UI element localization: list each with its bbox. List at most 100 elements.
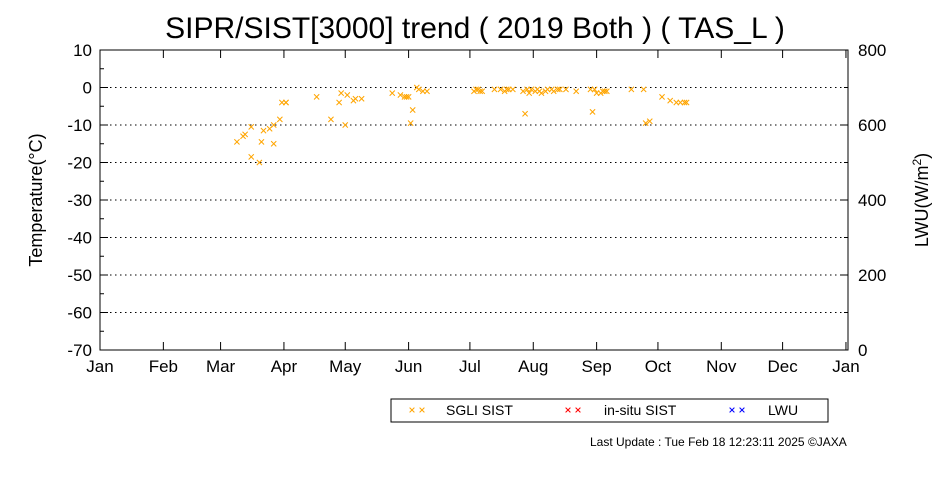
y-tick-label: -30 [67,191,92,210]
point-stroke [344,92,351,98]
point-stroke [681,99,688,106]
data-point [409,107,416,113]
legend-marker [565,407,571,413]
data-point [573,88,580,95]
point-stroke [327,116,334,123]
point-stroke [276,116,283,123]
point-stroke [415,86,422,93]
y-tick-label: -70 [67,341,92,360]
point-stroke [526,90,533,97]
data-point [248,153,255,160]
point-stroke [683,99,690,106]
x-tick-label: Sep [581,357,611,376]
data-point [528,86,535,93]
point-stroke [550,88,557,95]
point-stroke [659,93,665,100]
point-stroke [336,99,343,106]
data-point [642,120,649,127]
point-stroke [603,88,610,95]
data-point [256,159,263,166]
point-stroke [509,86,516,93]
legend-marker [419,407,425,413]
point-stroke [389,90,396,97]
data-point [270,140,277,147]
data-point [554,86,561,93]
data-point [336,99,343,106]
point-stroke [342,122,349,128]
data-point [358,95,365,102]
point-stroke [248,153,255,160]
point-stroke [667,97,674,104]
last-update-text: Last Update : Tue Feb 18 12:23:11 2025 [590,435,805,449]
point-stroke [554,86,561,93]
data-point [270,122,277,128]
point-stroke [242,131,249,138]
x-tick-label: Dec [767,357,798,376]
point-stroke [479,88,486,95]
data-point [603,88,610,95]
legend-marker [739,407,745,413]
point-stroke [556,86,563,93]
data-point [659,93,665,100]
y-tick-label: -10 [67,116,92,135]
data-point [556,86,563,93]
x-tick-label: Feb [149,357,178,376]
point-stroke [538,90,545,97]
data-point [477,88,484,95]
data-point [327,116,334,123]
data-point [352,95,359,102]
y-tick-label: -20 [67,154,92,173]
point-stroke [473,86,479,93]
data-point [681,99,688,106]
point-stroke [405,93,412,100]
data-point [283,99,289,106]
data-point [313,93,320,100]
data-point [415,86,422,93]
point-stroke [503,86,510,93]
data-points [233,84,690,166]
data-point [683,99,690,106]
point-stroke [628,86,635,93]
data-point [646,118,653,125]
legend-marker-stroke [575,407,581,413]
point-stroke [591,86,598,93]
data-point [628,86,635,93]
data-point [389,90,396,97]
data-point [509,86,516,93]
y2-ticks: 800 600 400 200 0 [840,41,886,360]
data-point [591,86,598,93]
credit-text: ©JAXA [807,435,847,449]
point-stroke [397,92,404,98]
point-stroke [491,86,498,93]
point-stroke [258,138,265,145]
legend: SGLI SIST in-situ SIST LWU [390,398,829,423]
data-point [522,110,529,117]
point-stroke [409,107,416,113]
point-stroke [270,140,277,147]
y2-tick-label: 400 [858,191,886,210]
y-tick-label: -40 [67,229,92,248]
legend-marker [409,407,415,413]
point-stroke [477,88,484,95]
data-point [589,108,596,115]
x-tick-label: Jun [395,357,422,376]
point-stroke [573,88,580,95]
point-stroke [248,123,255,130]
data-point [424,88,430,95]
point-stroke [260,127,267,134]
point-stroke [270,122,277,128]
point-stroke [563,86,569,93]
grid-lines [100,87,848,313]
legend-marker-stroke [739,407,745,413]
legend-label: in-situ SIST [604,402,677,418]
data-point [338,90,345,97]
point-stroke [424,88,430,95]
x-tick-label: Jan [832,357,859,376]
data-point [550,88,557,95]
data-point [491,86,498,93]
data-point [479,88,486,95]
data-point [242,131,249,138]
point-stroke [497,86,504,93]
y2-tick-label: 200 [858,266,886,285]
point-stroke [528,86,535,93]
